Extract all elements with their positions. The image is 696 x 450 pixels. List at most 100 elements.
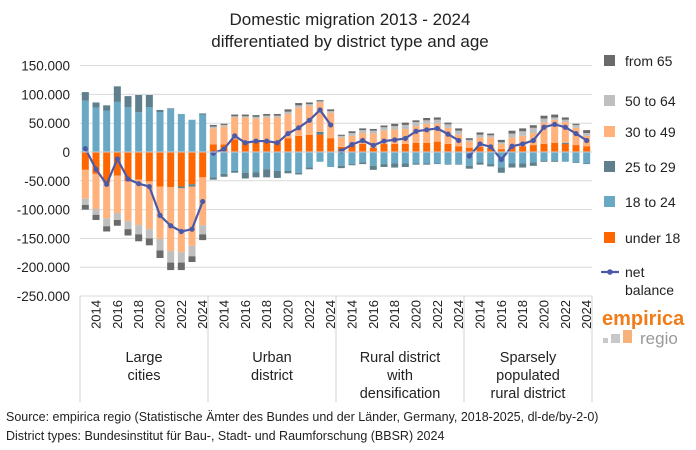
bar-segment-a18 [465,152,473,166]
bar-segment-u18 [412,142,420,152]
bar-segment-u18 [391,143,399,152]
bar-segment-a25 [487,164,495,167]
bar-segment-u18 [167,152,175,188]
bar-segment-a50 [263,115,271,118]
bar-segment-a18 [337,152,345,166]
bar-segment-a18 [369,152,377,166]
bar-segment-a30 [561,122,569,143]
bar-segment-a25 [455,164,463,165]
bar-segment-a50 [295,105,303,108]
bar-segment-a50 [487,135,495,138]
x-tick-label: 2022 [430,300,445,329]
bar-segment-a30 [263,117,271,142]
bar-segment-u18 [444,143,452,152]
bar-segment-a30 [252,118,260,142]
bar-segment-a50 [316,101,324,103]
bar-segment-a65 [305,102,313,105]
net-balance-point [392,137,398,143]
bar-segment-a18 [145,107,153,152]
bar-segment-a18 [359,152,367,163]
bar-segment-a50 [433,119,441,124]
x-tick-label: 2016 [494,300,509,329]
net-balance-point [498,156,504,163]
bar-segment-a25 [124,96,132,108]
legend-swatch [604,126,615,137]
bar-segment-u18 [231,139,239,152]
net-balance-point [402,135,408,142]
bar-segment-u18 [199,152,207,178]
bar-segment-a65 [209,124,217,127]
bar-segment-a18 [113,101,121,152]
bar-segment-a18 [263,152,271,170]
bar-segment-a50 [519,131,527,136]
net-balance-point [573,130,579,137]
bar-segment-a50 [209,126,217,129]
bar-segment-a25 [583,163,591,165]
bar-segment-a18 [401,152,409,164]
bar-segment-a65 [583,130,591,133]
bar-segment-a50 [583,132,591,136]
net-balance-point [168,223,174,229]
x-tick-label: 2014 [89,300,104,329]
bar-segment-u18 [145,152,153,182]
bar-segment-a65 [391,123,399,127]
net-balance-point [264,138,270,144]
bar-segment-a30 [135,179,143,226]
bar-segment-a30 [103,183,111,219]
legend: from 65 50 to 64 30 to 49 25 to 29 18 to 24 u… [601,53,680,298]
bar-segment-a18 [444,152,452,165]
bar-segment-a18 [305,152,313,168]
bar-segment-a25 [199,113,207,115]
bar-segment-a50 [177,252,185,263]
y-tick-label: -200.000 [17,260,70,275]
empirica-regio-logo: empirica regio [602,308,685,348]
bar-segment-a65 [444,122,452,125]
x-tick-label: 2024 [323,300,338,329]
group-label: Urban [252,350,292,366]
bar-segment-a30 [412,126,420,143]
bar-segment-a50 [231,116,239,118]
bar-segment-a25 [519,163,527,168]
group-label: Rural district [360,350,441,366]
x-axis: 2014 2016 2018 2020 2022 2024 Large cities 2014 2… [79,151,594,402]
y-tick-label: 50.000 [29,116,70,131]
bar-segment-a25 [295,172,303,175]
bar-segment-a25 [113,86,121,102]
bar-segment-a18 [433,152,441,164]
bar-segment-a18 [81,100,89,152]
bar-segment-a50 [167,251,175,263]
y-tick-label: -150.000 [17,231,70,246]
x-tick-label: 2022 [558,300,573,329]
bar-segment-a50 [359,130,367,133]
group-label: rural district [491,386,566,402]
net-balance-point [445,131,451,137]
bar-segment-a25 [252,172,260,178]
bar-segment-a65 [433,117,441,120]
bar-segment-a18 [561,152,569,162]
bar-segment-a18 [135,112,143,152]
bar-segment-u18 [369,147,377,152]
bar-segment-u18 [465,147,473,152]
bar-segment-a65 [369,128,377,131]
bar-segment-a50 [455,130,463,135]
bar-segment-a50 [220,124,228,127]
x-tick-label: 2020 [153,300,168,329]
bar-segment-a65 [188,256,196,263]
bar-segment-a65 [124,229,132,236]
y-tick-label: 100.000 [21,87,70,102]
legend-label: net [625,264,645,280]
bar-segment-a25 [188,184,196,187]
net-balance-point [136,181,142,187]
bar-segment-a25 [316,131,324,135]
bar-segment-u18 [209,144,217,152]
bar-segment-a50 [412,122,420,127]
bar-segment-a30 [209,128,217,145]
bar-segment-u18 [401,143,409,152]
bar-segment-a18 [103,110,111,152]
bar-segment-a65 [497,139,505,143]
bar-segment-a50 [199,225,207,235]
bar-segment-a30 [380,130,388,144]
bar-segment-a30 [572,127,580,146]
bar-segment-a18 [295,152,303,173]
bar-segment-a30 [497,143,505,150]
